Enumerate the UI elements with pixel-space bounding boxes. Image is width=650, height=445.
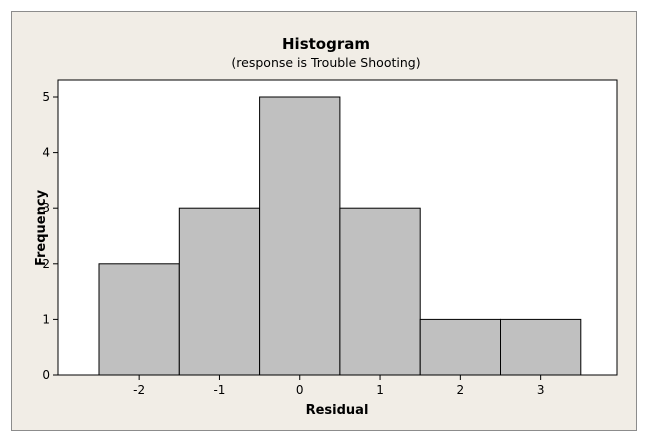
x-tick-label: -1 — [213, 383, 225, 397]
x-tick-label: 0 — [296, 383, 304, 397]
y-tick-label: 0 — [42, 368, 50, 382]
x-tick-label: 2 — [457, 383, 465, 397]
y-tick-label: 4 — [42, 146, 50, 160]
x-axis: -2 -1 0 1 2 3 — [133, 375, 544, 397]
histogram-bar — [500, 318, 582, 376]
x-tick-label: 1 — [376, 383, 384, 397]
x-tick-label: -2 — [133, 383, 145, 397]
histogram-bar — [339, 207, 421, 376]
y-axis: 0 1 2 3 4 5 — [42, 90, 58, 382]
x-axis-title: Residual — [306, 403, 369, 418]
x-tick-label: 3 — [537, 383, 545, 397]
histogram-bar — [178, 207, 261, 376]
y-tick-label: 2 — [42, 257, 50, 271]
y-tick-label: 5 — [42, 90, 50, 104]
y-tick-label: 3 — [42, 201, 50, 215]
histogram-bar — [98, 263, 180, 376]
chart-title: Histogram — [282, 35, 370, 53]
chart-subtitle: (response is Trouble Shooting) — [231, 55, 420, 70]
y-axis-title: Frequency — [34, 189, 49, 266]
histogram-bar — [419, 318, 502, 376]
y-tick-label: 1 — [42, 312, 50, 326]
bars-group — [98, 96, 582, 376]
histogram-bar — [259, 96, 341, 376]
